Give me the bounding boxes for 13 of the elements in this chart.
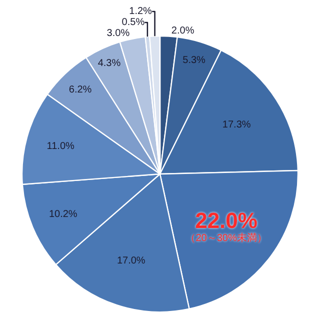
data-label: 4.3% (98, 58, 121, 69)
data-label: 1.2% (129, 6, 152, 17)
data-label: 17.0% (116, 255, 146, 266)
data-label: 3.0% (106, 28, 130, 39)
data-label: 10.2% (48, 208, 78, 220)
data-label: 0.5% (122, 17, 145, 28)
slice-label: （20～30%未満） (186, 232, 267, 244)
data-label: 17.3% (222, 120, 251, 131)
data-label: 2.0% (171, 25, 194, 36)
data-label: 22.0% (195, 208, 258, 234)
data-label: 11.0% (46, 140, 75, 152)
data-label: 6.2% (68, 84, 92, 96)
data-label: 5.3% (182, 55, 206, 66)
